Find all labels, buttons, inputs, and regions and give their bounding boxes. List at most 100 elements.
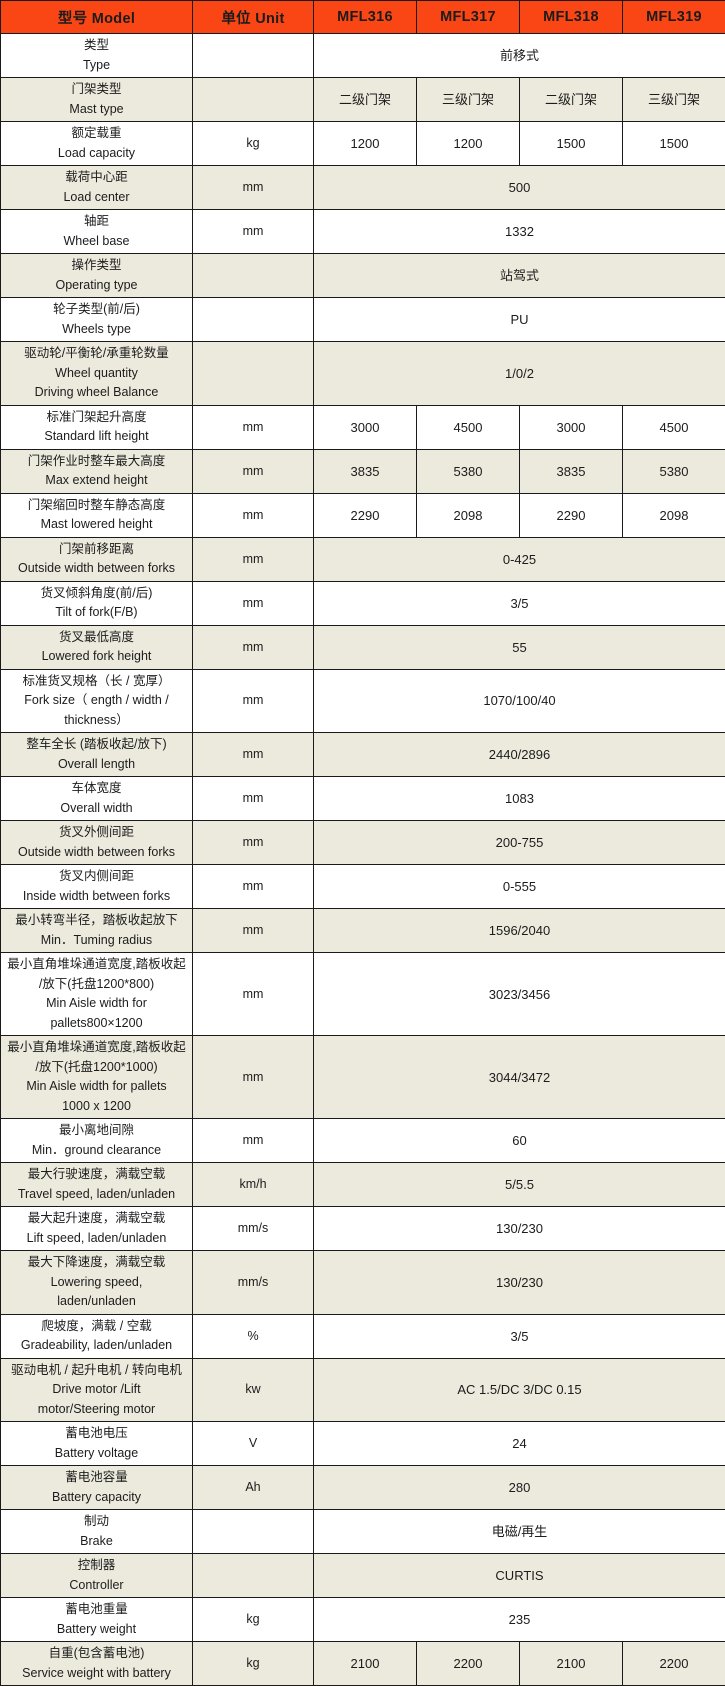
row-label-en: Gradeability, laden/unladen	[2, 1336, 191, 1356]
row-label-cn: 门架作业时整车最大高度	[2, 452, 191, 472]
row-label-cn: 门架类型	[2, 80, 191, 100]
header-cell-unit: 单位 Unit	[193, 1, 314, 34]
row-value-merged: 3/5	[314, 1314, 725, 1358]
row-label-cn: 最小离地间隙	[2, 1121, 191, 1141]
row-label: 整车全长 (踏板收起/放下)Overall length	[1, 733, 193, 777]
row-value-mfl317: 三级门架	[417, 78, 520, 122]
row-unit: km/h	[193, 1163, 314, 1207]
row-label-cn: 驱动电机 / 起升电机 / 转向电机	[2, 1361, 191, 1381]
row-value-mfl318: 2290	[520, 493, 623, 537]
table-row: 最小直角堆垛通道宽度,踏板收起/放下(托盘1200*1000)Min Aisle…	[1, 1036, 725, 1119]
row-label: 货叉倾斜角度(前/后)Tilt of fork(F/B)	[1, 581, 193, 625]
row-unit	[193, 78, 314, 122]
header-row: 型号 Model 单位 Unit MFL316 MFL317 MFL318 MF…	[1, 1, 725, 34]
row-unit: mm/s	[193, 1251, 314, 1315]
table-row: 最小直角堆垛通道宽度,踏板收起/放下(托盘1200*800)Min Aisle …	[1, 953, 725, 1036]
row-unit	[193, 1510, 314, 1554]
row-unit	[193, 1554, 314, 1598]
row-unit: mm	[193, 865, 314, 909]
row-label-en: Lowering speed,	[2, 1273, 191, 1293]
row-value-mfl319: 4500	[623, 405, 725, 449]
row-label-cn: 蓄电池重量	[2, 1600, 191, 1620]
row-label-cn: 蓄电池电压	[2, 1424, 191, 1444]
row-label-en-2: pallets800×1200	[2, 1014, 191, 1034]
row-value-merged: 1083	[314, 777, 725, 821]
row-label: 轮子类型(前/后)Wheels type	[1, 298, 193, 342]
row-label-cn: 最小转弯半径，踏板收起放下	[2, 911, 191, 931]
row-value-mfl319: 2200	[623, 1642, 725, 1686]
row-value-mfl316: 2290	[314, 493, 417, 537]
row-label-cn: 整车全长 (踏板收起/放下)	[2, 735, 191, 755]
row-value-merged: 3044/3472	[314, 1036, 725, 1119]
row-label-en: Wheel base	[2, 232, 191, 252]
header-cell-mfl318: MFL318	[520, 1, 623, 34]
row-unit	[193, 298, 314, 342]
row-label-en: Outside width between forks	[2, 559, 191, 579]
row-label-en: Min．Tuming radius	[2, 931, 191, 951]
row-unit	[193, 34, 314, 78]
row-label-en: Lift speed, laden/unladen	[2, 1229, 191, 1249]
row-unit: mm	[193, 909, 314, 953]
row-label-cn: 载荷中心距	[2, 168, 191, 188]
row-value-merged: 130/230	[314, 1207, 725, 1251]
row-unit	[193, 254, 314, 298]
row-label-cn: 最小直角堆垛通道宽度,踏板收起	[2, 955, 191, 975]
row-label-en: Mast lowered height	[2, 515, 191, 535]
row-label-en-2: thickness）	[2, 711, 191, 731]
row-value-merged: 280	[314, 1466, 725, 1510]
row-label-cn: 货叉内侧间距	[2, 867, 191, 887]
row-unit: mm	[193, 581, 314, 625]
row-unit: kg	[193, 1642, 314, 1686]
row-unit: %	[193, 1314, 314, 1358]
row-label-cn: 蓄电池容量	[2, 1468, 191, 1488]
row-label-en: Travel speed, laden/unladen	[2, 1185, 191, 1205]
row-value-mfl319: 2098	[623, 493, 725, 537]
row-label-en: Max extend height	[2, 471, 191, 491]
row-unit: mm	[193, 733, 314, 777]
row-value-mfl316: 2100	[314, 1642, 417, 1686]
row-label-en: Tilt of fork(F/B)	[2, 603, 191, 623]
row-value-mfl318: 3000	[520, 405, 623, 449]
row-label-en: Drive motor /Lift	[2, 1380, 191, 1400]
row-value-merged: 3/5	[314, 581, 725, 625]
row-value-mfl318: 3835	[520, 449, 623, 493]
row-value-mfl318: 二级门架	[520, 78, 623, 122]
row-label: 最小直角堆垛通道宽度,踏板收起/放下(托盘1200*1000)Min Aisle…	[1, 1036, 193, 1119]
row-unit: mm	[193, 493, 314, 537]
row-value-merged: 1/0/2	[314, 342, 725, 406]
row-value-mfl317: 5380	[417, 449, 520, 493]
row-label-en: Controller	[2, 1576, 191, 1596]
row-label-en: Overall length	[2, 755, 191, 775]
row-label: 最小直角堆垛通道宽度,踏板收起/放下(托盘1200*800)Min Aisle …	[1, 953, 193, 1036]
row-label-cn: 最小直角堆垛通道宽度,踏板收起	[2, 1038, 191, 1058]
row-label-cn: 门架前移距离	[2, 540, 191, 560]
row-value-mfl317: 4500	[417, 405, 520, 449]
row-value-merged: 5/5.5	[314, 1163, 725, 1207]
